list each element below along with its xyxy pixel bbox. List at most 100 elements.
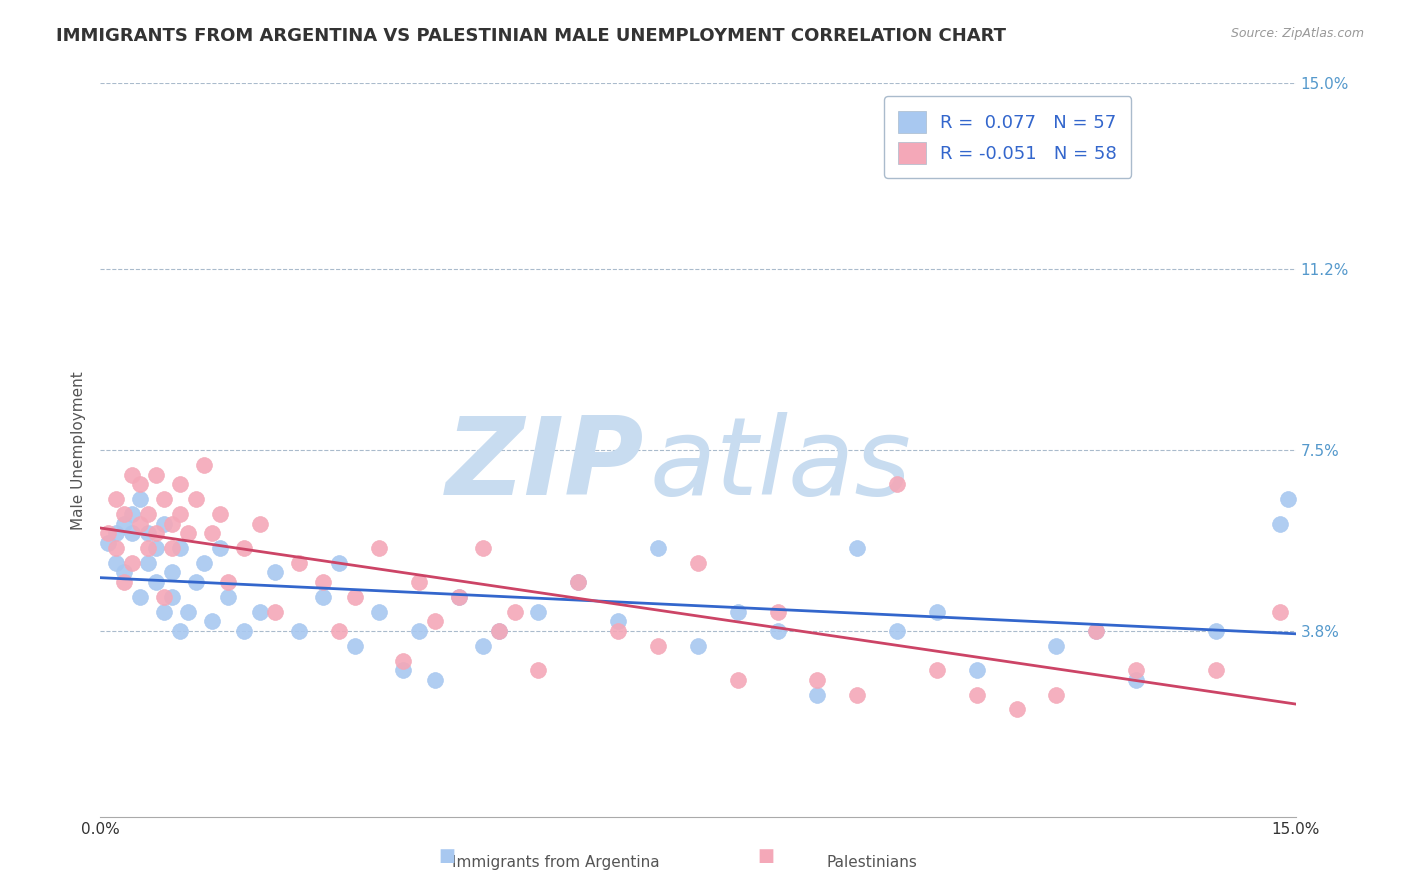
Point [136,556,159,570]
Point [145,575,167,590]
Text: ■: ■ [439,847,456,865]
Text: ZIP: ZIP [446,412,644,518]
Point [423,615,446,629]
Point [264,605,287,619]
Point [647,541,669,555]
Point [312,575,335,590]
Point [1205,663,1227,677]
Point [488,624,510,639]
Point [160,566,183,580]
Point [129,477,152,491]
Point [169,541,191,555]
Point [145,467,167,482]
Point [328,556,350,570]
Point [145,541,167,555]
Text: atlas: atlas [650,412,912,517]
Point [153,605,176,619]
Point [105,541,128,555]
Point [686,556,709,570]
Point [121,526,143,541]
Point [145,526,167,541]
Point [153,492,176,507]
Point [1085,624,1108,639]
Point [368,605,391,619]
Point [288,624,311,639]
Legend: R =  0.077   N = 57, R = -0.051   N = 58: R = 0.077 N = 57, R = -0.051 N = 58 [884,96,1132,178]
Point [121,467,143,482]
Point [727,673,749,687]
Point [806,688,828,702]
Point [392,653,415,667]
Point [121,556,143,570]
Point [312,590,335,604]
Point [647,639,669,653]
Point [177,605,200,619]
Point [288,556,311,570]
Point [136,526,159,541]
Point [607,615,630,629]
Point [184,492,207,507]
Point [1268,605,1291,619]
Point [686,639,709,653]
Text: ■: ■ [758,847,775,865]
Point [105,492,128,507]
Point [193,556,215,570]
Point [1045,639,1067,653]
Point [177,526,200,541]
Point [1277,492,1299,507]
Point [160,516,183,531]
Point [567,575,589,590]
Point [488,624,510,639]
Point [567,575,589,590]
Point [368,541,391,555]
Point [249,516,271,531]
Point [447,590,470,604]
Point [169,624,191,639]
Y-axis label: Male Unemployment: Male Unemployment [72,371,86,530]
Point [208,507,231,521]
Text: Immigrants from Argentina: Immigrants from Argentina [451,855,659,870]
Point [136,507,159,521]
Point [1205,624,1227,639]
Point [112,575,135,590]
Point [129,590,152,604]
Point [527,605,550,619]
Point [408,624,430,639]
Point [471,541,494,555]
Point [408,575,430,590]
Point [153,516,176,531]
Point [846,688,869,702]
Point [344,590,367,604]
Point [112,507,135,521]
Point [97,526,120,541]
Point [328,624,350,639]
Point [1268,516,1291,531]
Point [193,458,215,472]
Point [217,575,239,590]
Point [121,507,143,521]
Point [766,605,789,619]
Point [1085,624,1108,639]
Point [264,566,287,580]
Point [129,516,152,531]
Point [232,624,254,639]
Point [112,516,135,531]
Point [527,663,550,677]
Point [112,566,135,580]
Point [153,590,176,604]
Point [886,624,908,639]
Point [208,541,231,555]
Point [806,673,828,687]
Point [392,663,415,677]
Point [447,590,470,604]
Point [184,575,207,590]
Point [727,605,749,619]
Point [160,590,183,604]
Point [925,663,948,677]
Point [966,688,988,702]
Point [97,536,120,550]
Point [607,624,630,639]
Point [766,624,789,639]
Point [105,556,128,570]
Point [201,615,224,629]
